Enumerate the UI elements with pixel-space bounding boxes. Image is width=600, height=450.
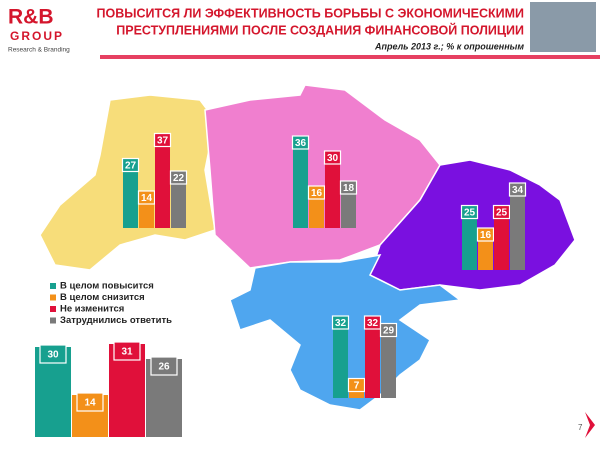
legend-label: В целом снизится [60,292,145,303]
value-label: 22 [173,173,185,184]
value-label: 36 [295,138,307,149]
value-label: 34 [512,185,524,196]
value-label: 16 [480,230,492,241]
value-label-box [476,227,495,242]
bar [381,325,396,398]
legend-swatch [50,283,56,289]
logo-tagline: Research & Branding [8,47,70,54]
value-label-box [339,180,358,195]
value-label-box [307,185,326,200]
title-line: ПОВЫСИТСЯ ЛИ ЭФФЕКТИВНОСТЬ БОРЬБЫ С ЭКОН… [97,6,525,20]
value-label: 25 [496,208,508,219]
value-label-box [508,182,527,197]
value-label: 37 [157,136,169,147]
value-label-box [153,132,172,148]
charts: 27 14 37 22 36 16 30 18 25 16 25 34 32 7 32 29 30 14 31 26 [35,132,527,437]
value-label: 14 [141,193,153,204]
bar [333,318,348,398]
value-label: 29 [383,326,395,337]
bar [155,135,170,228]
value-label: 16 [311,188,323,199]
next-arrow [585,412,595,438]
bar [171,173,186,228]
value-label: 27 [125,161,137,172]
legend-label: Затруднились ответить [60,315,172,326]
bar [462,207,477,270]
value-label-box [39,344,67,364]
value-label-box [137,190,156,205]
value-label: 18 [343,183,355,194]
value-label-box [169,170,188,185]
value-label: 30 [327,153,339,164]
logo-group: GROUP [10,29,64,43]
value-label: 25 [464,208,476,219]
value-label: 26 [158,362,170,373]
legend-label: В целом повысится [60,281,154,292]
legend-label: Не изменится [60,304,124,315]
bar [510,185,525,270]
value-label-box [363,315,382,330]
bar [325,153,340,228]
value-label-box [291,135,310,150]
legend-swatch [50,294,56,301]
value-label: 31 [121,347,133,358]
bar [365,318,380,398]
photo [530,2,596,52]
value-label: 32 [367,318,379,329]
value-label: 14 [84,398,96,409]
value-label: 30 [47,350,59,361]
bar [123,160,138,228]
value-label-box [492,204,511,220]
value-label-box [379,322,398,338]
legend-swatch [50,306,56,312]
value-label-box [347,377,366,393]
page-number: 7 [578,423,583,432]
header-strip [100,55,600,59]
bar [293,138,308,228]
value-label: 32 [335,318,347,329]
title-line: ПРЕСТУПЛЕНИЯМИ ПОСЛЕ СОЗДАНИЯ ФИНАНСОВОЙ… [116,22,524,37]
logo-name: R&B [8,6,54,29]
value-label-box [150,356,178,376]
bar [494,207,509,270]
value-label-box [331,315,350,330]
value-label-box [323,150,342,165]
legend-swatch [50,317,56,324]
value-label-box [121,157,140,173]
value-label: 7 [354,381,360,392]
value-label-box [76,392,104,412]
value-label-box [460,204,479,220]
subtitle: Апрель 2013 г.; % к опрошенным [374,41,524,51]
value-label-box [113,341,141,361]
